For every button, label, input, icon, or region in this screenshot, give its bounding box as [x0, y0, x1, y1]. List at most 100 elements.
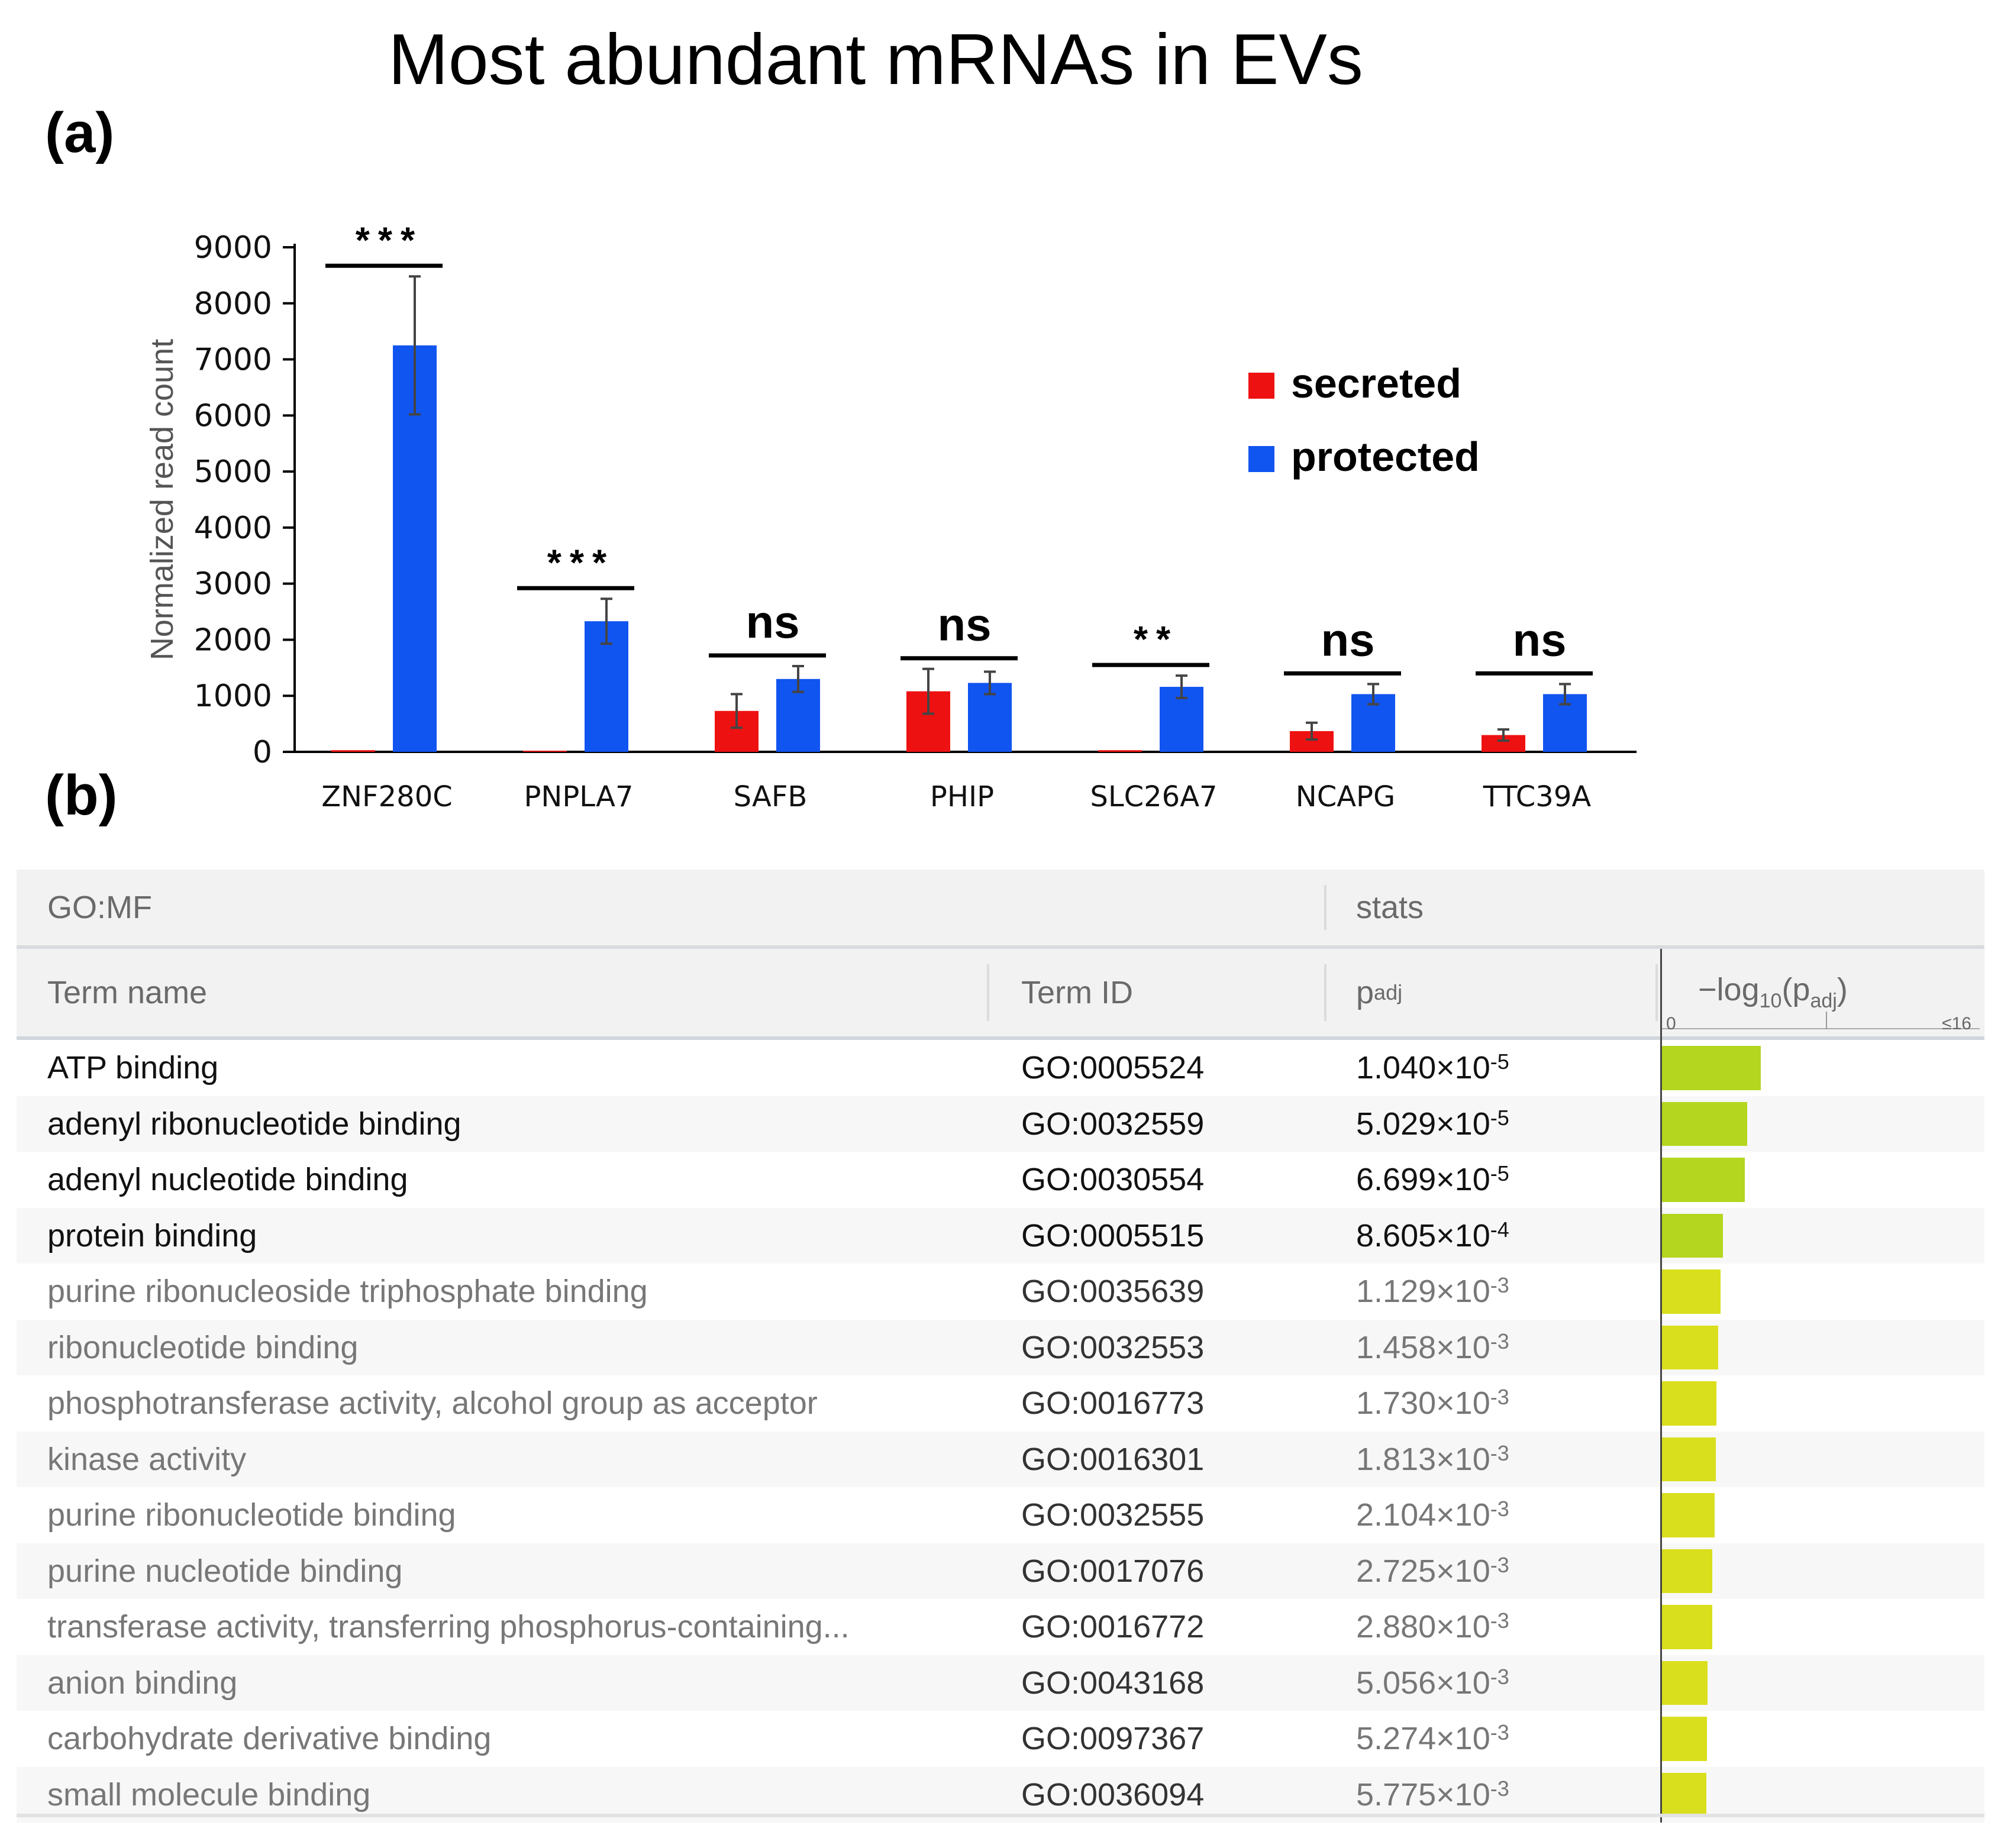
p-adj-value: 5.775×10 -3: [1356, 1767, 1509, 1823]
y-tick-label: 5000: [194, 454, 272, 490]
table-row[interactable]: ribonucleotide binding GO:0032553 1.458×10…: [17, 1319, 1984, 1375]
column-p-adj[interactable]: p adj: [1356, 949, 1402, 1036]
p-adj-value: 1.730×10 -3: [1356, 1375, 1509, 1432]
y-tick-label: 2000: [194, 622, 272, 658]
term-id[interactable]: GO:0016773: [1021, 1385, 1205, 1421]
p-adj-mantissa: 2.880×10: [1356, 1609, 1490, 1645]
significance-label: ***: [547, 542, 615, 583]
term-name: adenyl ribonucleotide binding: [47, 1106, 461, 1142]
table-row[interactable]: carbohydrate derivative binding GO:009736…: [17, 1711, 1984, 1767]
term-id[interactable]: GO:0005524: [1021, 1050, 1205, 1086]
term-id[interactable]: GO:0016772: [1021, 1609, 1205, 1645]
p-adj-sub: adj: [1374, 980, 1403, 1004]
table-row[interactable]: purine nucleotide binding GO:0017076 2.725…: [17, 1543, 1984, 1600]
table-row[interactable]: phosphotransferase activity, alcohol gro…: [17, 1375, 1984, 1432]
section-title: GO:MF: [47, 890, 152, 925]
neglog-bar: [1661, 1046, 1761, 1090]
bar-secreted: [523, 751, 567, 752]
table-group-header: GO:MF stats: [17, 870, 1984, 949]
term-id[interactable]: GO:0032559: [1021, 1106, 1205, 1142]
table-row[interactable]: adenyl ribonucleotide binding GO:0032559 5…: [17, 1096, 1984, 1152]
column-divider: [1655, 964, 1658, 1021]
p-adj-mantissa: 6.699×10: [1356, 1162, 1490, 1198]
p-adj-value: 1.813×10 -3: [1356, 1432, 1509, 1488]
table-row[interactable]: adenyl nucleotide binding GO:0030554 6.699…: [17, 1152, 1984, 1208]
p-adj-value: 5.056×10 -3: [1356, 1655, 1509, 1711]
table-body: ATP binding GO:0005524 1.040×10 -5 adenyl ri…: [17, 1040, 1984, 1823]
p-adj-mantissa: 8.605×10: [1356, 1217, 1490, 1253]
p-adj-exponent: -3: [1490, 1385, 1509, 1410]
p-adj-mantissa: 5.029×10: [1356, 1106, 1490, 1142]
y-tick-label: 3000: [194, 567, 272, 602]
y-tick-label: 7000: [194, 343, 272, 378]
neglog-bar: [1661, 1660, 1708, 1705]
p-adj-value: 6.699×10 -5: [1356, 1152, 1509, 1208]
term-id[interactable]: GO:0036094: [1021, 1776, 1205, 1813]
term-name: purine ribonucleotide binding: [47, 1497, 456, 1533]
bar-chart: 0 1000 2000 3000 4000 5000 6000 7000 8000 9000 Nor…: [144, 220, 1637, 813]
term-name: purine ribonucleoside triphosphate bindi…: [47, 1274, 648, 1310]
term-id[interactable]: GO:0017076: [1021, 1553, 1205, 1589]
neglog-bar: [1661, 1101, 1748, 1146]
scale-min-label: 0: [1666, 1014, 1676, 1033]
p-adj-value: 1.040×10 -5: [1356, 1040, 1509, 1096]
bar-secreted: [1098, 750, 1142, 752]
column-neglog-padj[interactable]: −log10(padj) 0 ≤16: [1660, 949, 1980, 1036]
column-term-name[interactable]: Term name: [47, 975, 208, 1010]
table-row[interactable]: kinase activity GO:0016301 1.813×10 -3: [17, 1431, 1984, 1488]
p-adj-exponent: -5: [1490, 1105, 1509, 1130]
scale-rule: [1660, 1028, 1980, 1029]
x-category-label: NCAPG: [1296, 780, 1395, 813]
neglog-bar: [1661, 1549, 1713, 1593]
significance-label: ns: [937, 599, 991, 651]
x-category-label: SAFB: [734, 780, 808, 813]
table-row[interactable]: purine ribonucleoside triphosphate bindi…: [17, 1264, 1984, 1320]
p-adj-mantissa: 1.813×10: [1356, 1441, 1490, 1477]
table-column-header: Term name Term ID p adj −log10(padj) 0 ≤1…: [17, 949, 1984, 1040]
p-adj-value: 5.029×10 -5: [1356, 1096, 1509, 1152]
table-row[interactable]: purine ribonucleotide binding GO:0032555 2…: [17, 1487, 1984, 1543]
p-adj-exponent: -3: [1490, 1608, 1509, 1633]
term-name: carbohydrate derivative binding: [47, 1721, 492, 1757]
table-bottom-rule: [17, 1814, 1984, 1817]
p-adj-mantissa: 1.129×10: [1356, 1274, 1490, 1310]
legend-label-protected: protected: [1291, 434, 1480, 480]
neglog-bar: [1661, 1269, 1721, 1314]
table-row[interactable]: anion binding GO:0043168 5.056×10 -3: [17, 1655, 1984, 1711]
y-tick-label: 0: [253, 735, 272, 770]
neglog-bar: [1661, 1158, 1745, 1202]
column-term-id[interactable]: Term ID: [1021, 975, 1133, 1010]
table-row[interactable]: ATP binding GO:0005524 1.040×10 -5: [17, 1040, 1984, 1096]
neglog-bar: [1661, 1493, 1715, 1537]
p-adj-mantissa: 5.775×10: [1356, 1776, 1490, 1813]
term-id[interactable]: GO:0097367: [1021, 1721, 1205, 1757]
p-adj-value: 2.880×10 -3: [1356, 1599, 1509, 1655]
term-id[interactable]: GO:0043168: [1021, 1665, 1205, 1701]
x-category-label: TTC39A: [1483, 780, 1592, 813]
significance-label: **: [1134, 619, 1179, 660]
term-id[interactable]: GO:0005515: [1021, 1217, 1205, 1253]
term-id[interactable]: GO:0016301: [1021, 1441, 1205, 1477]
term-name: anion binding: [47, 1665, 238, 1701]
x-category-label: PHIP: [930, 780, 994, 813]
term-id[interactable]: GO:0035639: [1021, 1274, 1205, 1310]
term-name: protein binding: [47, 1217, 257, 1253]
neglog-bar: [1661, 1772, 1706, 1817]
y-tick-label: 6000: [194, 398, 272, 434]
term-id[interactable]: GO:0032553: [1021, 1329, 1205, 1365]
scale-tick: [1826, 1012, 1827, 1029]
p-adj-value: 8.605×10 -4: [1356, 1208, 1509, 1264]
panel-b-label: (b): [45, 764, 118, 827]
term-id[interactable]: GO:0030554: [1021, 1162, 1205, 1198]
neglog-title: −log10(padj): [1698, 972, 1848, 1012]
table-row[interactable]: protein binding GO:0005515 8.605×10 -4: [17, 1207, 1984, 1264]
p-adj-value: 2.725×10 -3: [1356, 1543, 1509, 1600]
y-tick-label: 4000: [194, 511, 272, 546]
neglog-bar: [1661, 1213, 1723, 1258]
term-id[interactable]: GO:0032555: [1021, 1497, 1205, 1533]
table-row[interactable]: small molecule binding GO:0036094 5.775×10…: [17, 1766, 1984, 1823]
p-adj-exponent: -3: [1490, 1664, 1509, 1689]
table-row[interactable]: transferase activity, transferring phosp…: [17, 1599, 1984, 1655]
neglog-bar: [1661, 1717, 1707, 1761]
p-adj-mantissa: 2.725×10: [1356, 1553, 1490, 1589]
